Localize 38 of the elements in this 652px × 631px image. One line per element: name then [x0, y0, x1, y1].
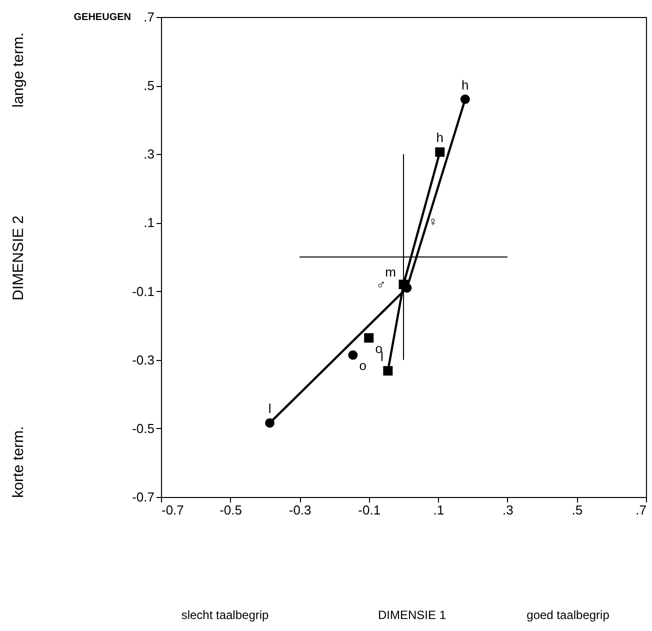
text: DIMENSIE 2: [10, 215, 27, 301]
x-tick-label: .7: [636, 502, 646, 518]
point: [364, 333, 374, 343]
y-tick-label: .5: [144, 78, 154, 94]
text: goed taalbegrip: [526, 608, 610, 622]
y-tick-label: .3: [144, 146, 154, 162]
annotation: o: [359, 358, 367, 374]
point: [265, 418, 275, 428]
y-tick-label: .7: [144, 10, 154, 24]
text: lange term.: [10, 32, 27, 108]
x-tick-label: -0.1: [358, 502, 381, 518]
text: GEHEUGEN: [74, 12, 131, 23]
x-tick-label: .5: [572, 502, 583, 518]
annotation: h: [436, 130, 444, 146]
y-tick-label: .1: [144, 215, 154, 230]
x-tick-label: .1: [433, 502, 444, 518]
y-tick-label: -0.1: [132, 284, 154, 299]
y-tick-label: -0.3: [132, 352, 154, 368]
annotation: ♀: [428, 214, 438, 229]
x-tick-label: -0.7: [162, 502, 184, 518]
annotation: m: [385, 264, 396, 280]
x-tick-label: -0.5: [220, 502, 242, 518]
point: [460, 94, 470, 104]
annotation: l: [268, 400, 272, 416]
annotation: o: [375, 340, 382, 356]
point: [348, 350, 358, 360]
text: slecht taalbegrip: [181, 608, 270, 622]
y-tick-label: -0.7: [132, 490, 154, 504]
y-tick-label: -0.5: [132, 420, 154, 436]
text: DIMENSIE 1: [378, 608, 446, 622]
annotation: ♂: [376, 277, 386, 292]
point: [435, 147, 445, 157]
x-tick-label: .3: [502, 502, 514, 518]
text: korte term.: [10, 426, 27, 498]
point: [398, 280, 408, 290]
point: [383, 366, 393, 376]
x-tick-label: -0.3: [288, 502, 312, 518]
annotation: h: [462, 77, 469, 92]
